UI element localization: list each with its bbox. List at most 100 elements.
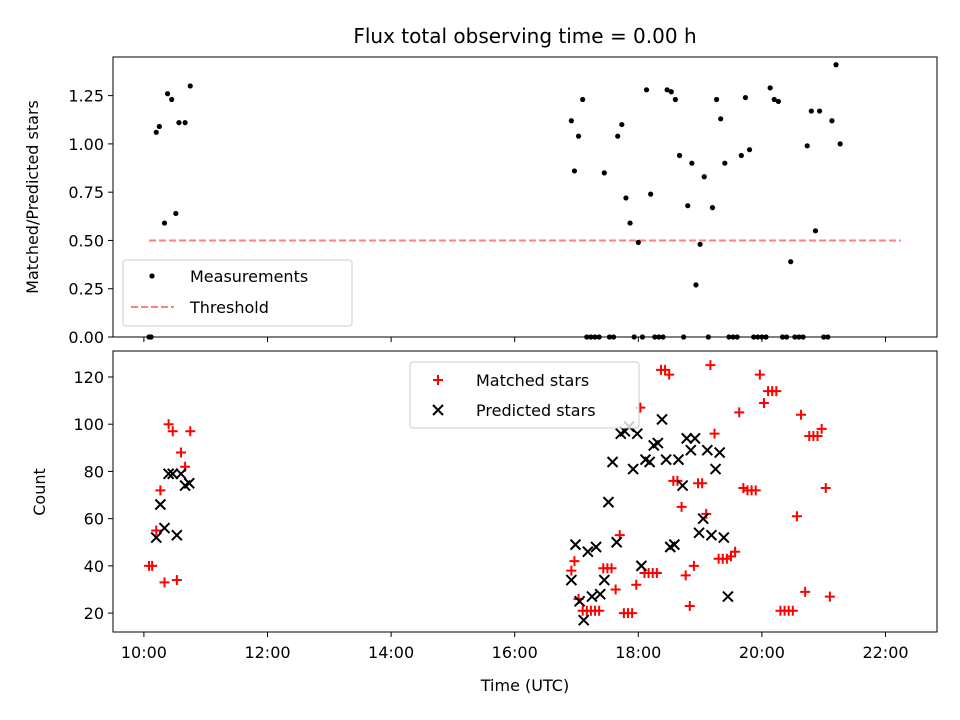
measurement-point <box>164 91 171 97</box>
predicted-star-point <box>183 477 195 489</box>
measurement-point <box>746 147 753 153</box>
predicted-star-point <box>705 529 718 541</box>
predicted-star-point <box>154 498 167 511</box>
matched-star-point <box>730 546 741 557</box>
measurement-point <box>808 108 814 114</box>
matched-star-point <box>754 369 765 380</box>
measurement-point <box>701 174 707 180</box>
matched-star-point <box>151 525 162 536</box>
top-axis-ticks: 0.00 0.25 0.50 0.75 1.00 1.25 <box>68 87 886 347</box>
matched-star-point <box>167 426 178 437</box>
x-tick-label: 22:00 <box>862 643 908 662</box>
predicted-star-point <box>573 595 586 608</box>
measurement-point <box>627 220 633 226</box>
bottom-axes-frame <box>112 350 938 633</box>
bottom-y-tick-label: 60 <box>84 510 104 529</box>
predicted-star-point <box>722 590 734 603</box>
measurement-point <box>672 96 678 103</box>
matched-star-point <box>163 419 174 430</box>
chart-title: Flux total observing time = 0.00 h <box>353 24 696 48</box>
measurement-point <box>812 228 819 234</box>
predicted-star-point <box>150 531 162 544</box>
top-legend: Measurements Threshold <box>122 259 353 327</box>
measurement-point <box>568 118 574 124</box>
matched-star-point <box>705 360 716 371</box>
matched-star-point <box>185 426 196 437</box>
measurement-point <box>718 116 724 122</box>
bottom-y-tick-label: 80 <box>84 462 104 481</box>
matched-star-point <box>697 478 708 489</box>
matched-star-point <box>594 605 605 616</box>
matched-star-point <box>664 369 675 380</box>
top-y-tick-label: 0.25 <box>68 280 104 299</box>
measurement-point <box>575 133 582 139</box>
matched-star-point <box>684 601 695 612</box>
predicted-star-point <box>586 590 598 603</box>
matched-star-point <box>651 567 662 578</box>
x-tick-label: 10:00 <box>121 643 167 662</box>
legend-threshold-label: Threshold <box>189 298 269 317</box>
predicted-star-point <box>643 456 656 468</box>
predicted-star-point <box>681 432 693 445</box>
measurement-point <box>738 152 744 159</box>
matched-star-point <box>676 501 687 512</box>
predicted-star-point <box>656 413 668 426</box>
x-axis-label: Time (UTC) <box>480 676 569 695</box>
predicted-star-point <box>668 538 681 551</box>
legend-matched-marker <box>433 375 443 385</box>
matched-star-point <box>606 563 617 574</box>
measurement-point <box>623 195 629 201</box>
predicted-star-point <box>590 541 602 553</box>
matched-star-point <box>610 584 621 595</box>
top-y-tick-label: 0.50 <box>68 231 104 250</box>
measurement-point <box>685 203 691 209</box>
top-y-tick-label: 0.75 <box>68 183 104 202</box>
x-tick-label: 20:00 <box>739 643 785 662</box>
measurement-point <box>173 210 179 217</box>
predicted-star-point <box>606 456 619 468</box>
bottom-panel: 20 40 60 80 100 120 10:00 12:00 14:00 16:00 18:00 2… <box>30 350 938 695</box>
bottom-y-axis-label: Count <box>30 468 49 516</box>
measurement-point <box>153 129 159 135</box>
predicted-star-point <box>158 522 171 534</box>
matched-star-point <box>771 386 782 397</box>
predicted-star-point <box>713 446 726 459</box>
bottom-legend: Matched stars Predicted stars <box>409 361 640 429</box>
measurement-point <box>169 96 175 103</box>
matched-star-point <box>627 608 638 619</box>
measurement-point <box>689 160 695 166</box>
matched-star-point <box>709 428 720 439</box>
measurement-point <box>829 118 835 124</box>
matched-star-point <box>566 565 577 576</box>
matched-star-point <box>631 579 642 590</box>
predicted-star-point <box>610 536 623 548</box>
measurement-point <box>816 108 823 114</box>
predicted-star-point <box>162 468 175 480</box>
measurement-point <box>697 241 703 247</box>
top-legend-box <box>122 259 353 327</box>
measurement-point <box>643 87 650 93</box>
measurement-point <box>722 160 728 166</box>
predicted-star-point <box>672 453 685 466</box>
measurement-point <box>182 120 188 126</box>
predicted-star-point <box>701 444 714 456</box>
predicted-star-point <box>676 479 689 492</box>
matched-star-point <box>734 407 745 418</box>
predicted-star-point <box>171 529 183 541</box>
measurement-point <box>156 123 162 130</box>
measurement-point <box>775 98 781 105</box>
measurement-point <box>668 89 674 95</box>
predicted-star-point <box>582 546 594 558</box>
predicted-star-point <box>565 574 578 586</box>
measurement-point <box>709 205 716 211</box>
bottom-y-tick-label: 40 <box>84 557 104 576</box>
measurement-point <box>767 85 773 91</box>
matched-star-point <box>688 560 699 571</box>
legend-matched-label: Matched stars <box>476 371 589 390</box>
predicted-star-point <box>709 463 722 475</box>
measurement-point <box>187 83 193 89</box>
predicted-star-point <box>594 588 606 600</box>
matched-star-point <box>171 575 182 586</box>
top-y-tick-label: 0.00 <box>68 328 104 347</box>
